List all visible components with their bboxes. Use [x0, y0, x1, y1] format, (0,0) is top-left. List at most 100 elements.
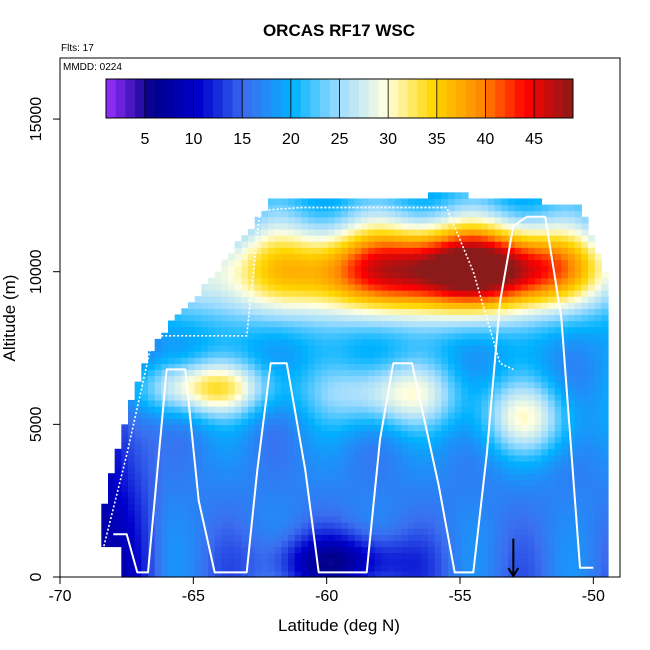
heatmap-cell: [334, 436, 342, 444]
heatmap-cell: [441, 265, 449, 273]
heatmap-cell: [581, 381, 589, 389]
heatmap-cell: [541, 473, 549, 480]
heatmap-cell: [381, 393, 389, 401]
heatmap-cell: [434, 546, 442, 554]
heatmap-cell: [241, 454, 249, 462]
heatmap-cell: [274, 216, 282, 224]
heatmap-cell: [528, 448, 536, 456]
heatmap-cell: [114, 491, 122, 499]
heatmap-cell: [568, 253, 576, 261]
heatmap-cell: [294, 369, 302, 377]
heatmap-cell: [314, 412, 322, 419]
heatmap-cell: [334, 369, 342, 377]
heatmap-cell: [374, 338, 382, 346]
heatmap-cell: [601, 503, 609, 511]
heatmap-cell: [388, 241, 396, 248]
heatmap-cell: [248, 338, 256, 346]
heatmap-cell: [588, 430, 596, 438]
heatmap-cell: [514, 430, 522, 438]
heatmap-cell: [528, 235, 536, 242]
heatmap-cell: [574, 460, 582, 468]
heatmap-cell: [121, 540, 129, 548]
heatmap-cell: [268, 515, 276, 523]
heatmap-cell: [114, 534, 122, 541]
heatmap-cell: [334, 308, 342, 316]
heatmap-cell: [528, 314, 536, 322]
heatmap-cell: [434, 210, 442, 218]
heatmap-cell: [541, 320, 549, 328]
heatmap-cell: [228, 357, 236, 364]
heatmap-cell: [401, 497, 409, 505]
heatmap-cell: [348, 412, 356, 419]
heatmap-cell: [328, 509, 336, 517]
heatmap-cell: [554, 448, 562, 456]
heatmap-cell: [508, 546, 516, 554]
heatmap-cell: [341, 485, 349, 493]
heatmap-cell: [548, 290, 556, 297]
heatmap-cell: [508, 424, 516, 432]
heatmap-cell: [314, 265, 322, 273]
heatmap-cell: [181, 448, 189, 456]
heatmap-cell: [181, 375, 189, 383]
heatmap-cell: [501, 399, 509, 407]
heatmap-cell: [601, 277, 609, 285]
heatmap-cell: [354, 467, 362, 474]
heatmap-cell: [568, 326, 576, 334]
heatmap-cell: [128, 418, 136, 425]
heatmap-cell: [521, 448, 529, 456]
colorbar-cell: [164, 79, 175, 118]
heatmap-cell: [521, 320, 529, 328]
heatmap-cell: [508, 290, 516, 297]
heatmap-cell: [494, 216, 502, 224]
x-tick-label: -55: [448, 588, 471, 605]
heatmap-cell: [588, 253, 596, 261]
heatmap-cell: [534, 387, 542, 395]
heatmap-cell: [181, 570, 189, 578]
heatmap-cell: [281, 204, 289, 212]
heatmap-cell: [301, 290, 309, 297]
heatmap-cell: [434, 314, 442, 322]
heatmap-cell: [114, 460, 122, 468]
heatmap-cell: [408, 296, 416, 303]
heatmap-cell: [534, 228, 542, 236]
heatmap-cell: [334, 235, 342, 242]
heatmap-cell: [594, 448, 602, 456]
heatmap-cell: [328, 320, 336, 328]
heatmap-cell: [308, 552, 316, 560]
heatmap-cell: [314, 235, 322, 242]
heatmap-cell: [441, 357, 449, 364]
heatmap-cell: [314, 308, 322, 316]
heatmap-cell: [368, 387, 376, 395]
heatmap-cell: [294, 552, 302, 560]
heatmap-cell: [301, 302, 309, 309]
heatmap-cell: [421, 326, 429, 334]
heatmap-cell: [428, 393, 436, 401]
heatmap-cell: [381, 338, 389, 346]
heatmap-cell: [561, 479, 569, 487]
heatmap-cell: [288, 558, 296, 566]
heatmap-cell: [301, 314, 309, 322]
heatmap-cell: [414, 491, 422, 499]
heatmap-cell: [201, 497, 209, 505]
heatmap-cell: [181, 442, 189, 450]
heatmap-cell: [334, 271, 342, 279]
heatmap-cell: [168, 467, 176, 474]
heatmap-cell: [408, 418, 416, 425]
heatmap-cell: [234, 436, 242, 444]
heatmap-cell: [548, 528, 556, 535]
heatmap-cell: [354, 528, 362, 535]
heatmap-cell: [261, 558, 269, 566]
heatmap-cell: [594, 424, 602, 432]
heatmap-cell: [601, 430, 609, 438]
heatmap-cell: [254, 497, 262, 505]
heatmap-cell: [208, 534, 216, 541]
heatmap-cell: [534, 344, 542, 352]
heatmap-cell: [254, 522, 262, 529]
heatmap-cell: [361, 515, 369, 523]
heatmap-cell: [514, 222, 522, 230]
heatmap-cell: [388, 515, 396, 523]
heatmap-cell: [341, 277, 349, 285]
heatmap-cell: [574, 564, 582, 572]
heatmap-cell: [421, 320, 429, 328]
heatmap-cell: [301, 247, 309, 254]
